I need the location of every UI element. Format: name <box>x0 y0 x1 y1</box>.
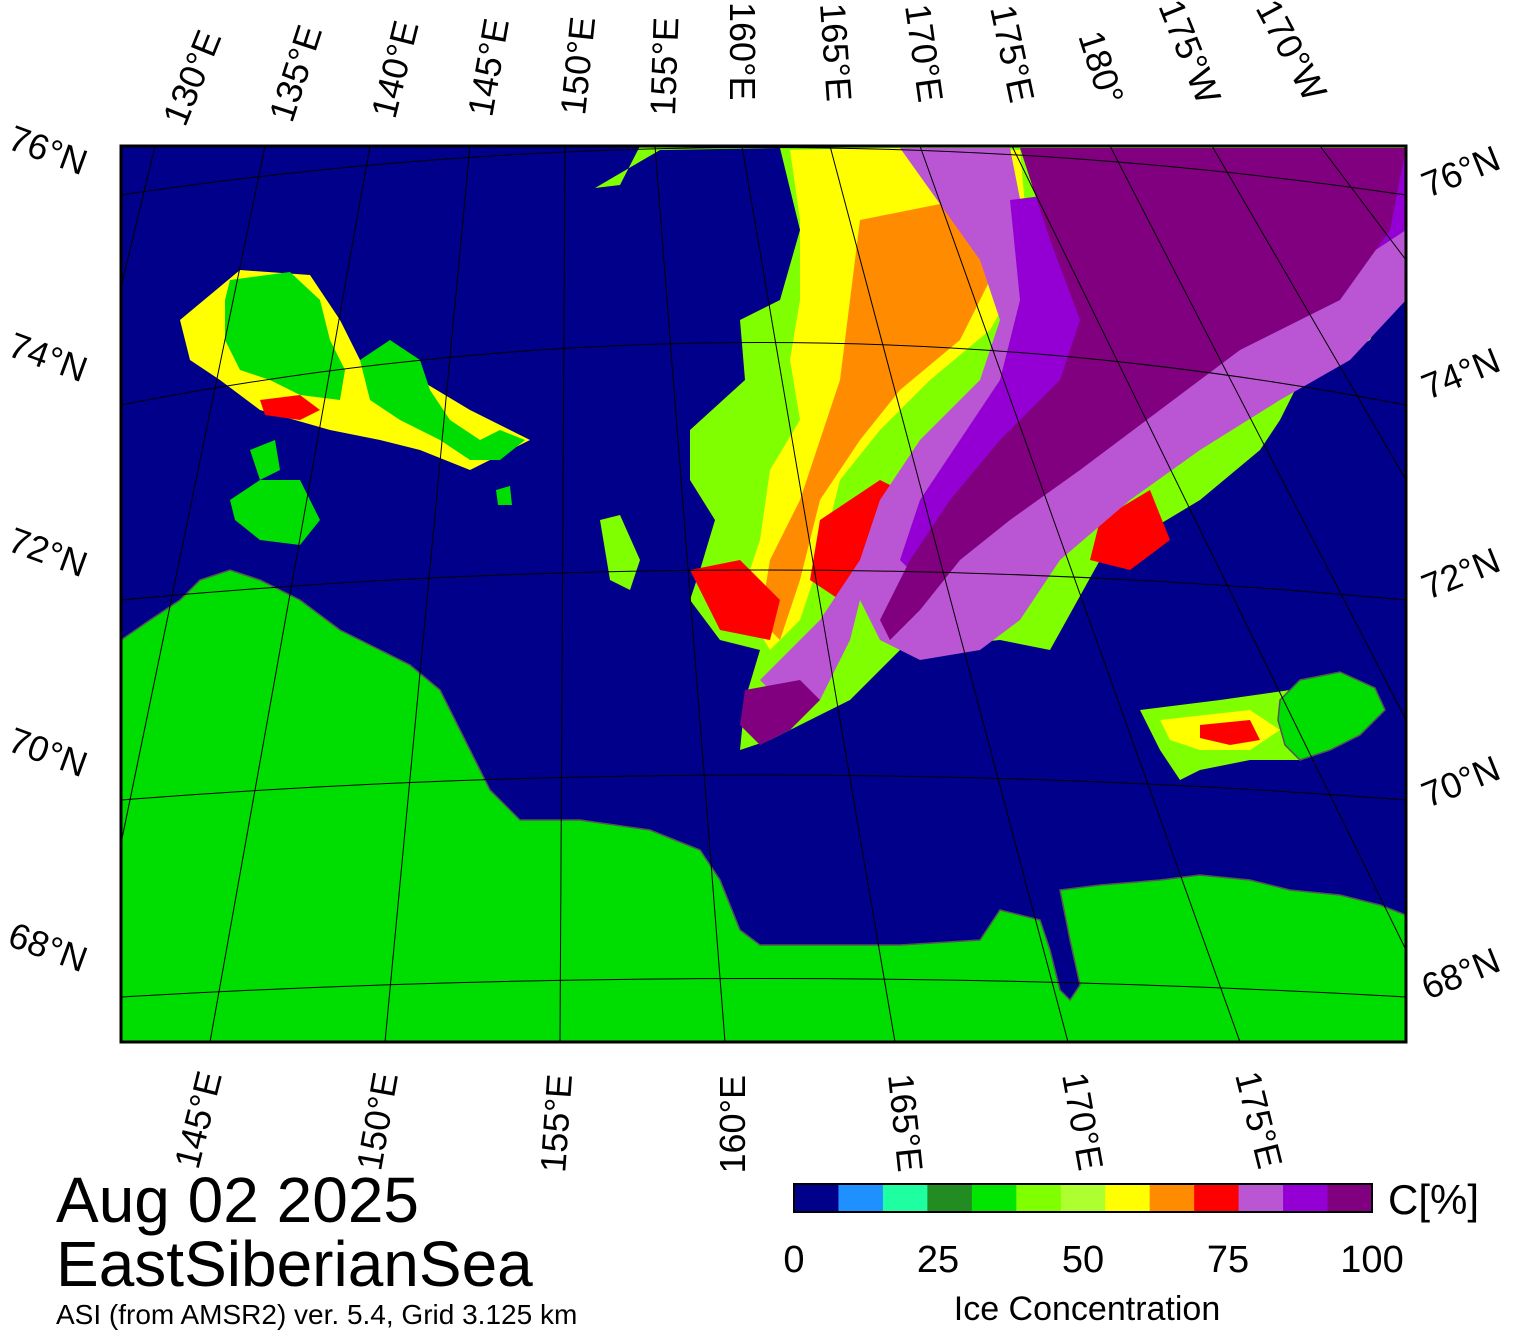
left-lat-label: 70°N <box>3 719 93 785</box>
legend-color-swatch <box>1194 1184 1240 1212</box>
bottom-lon-label: 175°E <box>1227 1067 1291 1172</box>
legend-colorbar <box>794 1184 1373 1212</box>
left-lat-label: 76°N <box>3 117 93 183</box>
top-lon-label: 175°E <box>982 1 1043 106</box>
legend-color-swatch <box>882 1184 928 1212</box>
legend-frame <box>793 1183 1373 1213</box>
bottom-lon-label: 165°E <box>880 1072 931 1174</box>
top-lon-label: 165°E <box>812 2 860 103</box>
legend-tick-label: 50 <box>1062 1239 1104 1281</box>
top-lon-label: 155°E <box>642 16 686 116</box>
legend-tick-label: 100 <box>1340 1239 1403 1281</box>
top-lon-label: 130°E <box>154 24 229 131</box>
map-source: ASI (from AMSR2) ver. 5.4, Grid 3.125 km <box>56 1299 578 1330</box>
top-lon-label: 145°E <box>460 15 517 119</box>
top-lon-label: 150°E <box>552 15 603 117</box>
ice-pack <box>595 146 1406 780</box>
legend-tick-label: 75 <box>1207 1239 1249 1281</box>
wrangel-island <box>1277 671 1386 761</box>
legend-color-swatch <box>1060 1184 1106 1212</box>
legend-color-swatch <box>794 1184 839 1212</box>
map-region: EastSiberianSea <box>56 1228 533 1300</box>
legend-color-swatch <box>927 1184 973 1212</box>
bottom-lon-label: 150°E <box>348 1069 405 1173</box>
top-lon-label: 175°W <box>1151 0 1230 110</box>
legend-color-swatch <box>971 1184 1017 1212</box>
legend-color-swatch <box>1327 1184 1373 1212</box>
right-lat-label: 74°N <box>1416 339 1506 407</box>
right-lat-label: 68°N <box>1416 939 1506 1007</box>
left-lat-label: 68°N <box>3 914 93 980</box>
meridians <box>121 146 1406 1042</box>
legend-tick-label: 0 <box>783 1239 804 1281</box>
legend-title: Ice Concentration <box>954 1290 1221 1328</box>
right-lat-label: 70°N <box>1416 747 1506 815</box>
left-lat-label: 74°N <box>3 324 93 390</box>
top-lon-label: 180° <box>1070 26 1132 109</box>
legend-color-swatch <box>1105 1184 1151 1212</box>
top-lon-label: 160°E <box>722 2 763 100</box>
legend-color-swatch <box>1016 1184 1062 1212</box>
top-lon-label: 140°E <box>363 16 427 121</box>
bottom-lon-label: 160°E <box>712 1075 753 1173</box>
bottom-lon-label: 155°E <box>532 1073 580 1174</box>
new-siberian-islands <box>180 270 530 545</box>
left-lat-label: 72°N <box>3 519 93 585</box>
legend-tick-label: 25 <box>917 1239 959 1281</box>
bottom-lon-label: 145°E <box>166 1067 230 1172</box>
legend-color-swatch <box>838 1184 884 1212</box>
legend-color-swatch <box>1283 1184 1329 1212</box>
right-lat-label: 72°N <box>1416 539 1506 607</box>
siberian-coast <box>121 569 1406 1042</box>
legend-color-swatch <box>1149 1184 1195 1212</box>
bottom-lon-label: 170°E <box>1054 1069 1111 1173</box>
legend-color-swatch <box>1238 1184 1284 1212</box>
top-lon-label: 170°W <box>1248 0 1335 108</box>
right-lat-label: 76°N <box>1416 137 1506 205</box>
map-frame <box>119 144 1408 1044</box>
map-date: Aug 02 2025 <box>56 1164 419 1236</box>
top-lon-label: 170°E <box>897 1 951 104</box>
top-lon-label: 135°E <box>261 20 330 126</box>
legend-unit: C[%] <box>1388 1176 1479 1223</box>
